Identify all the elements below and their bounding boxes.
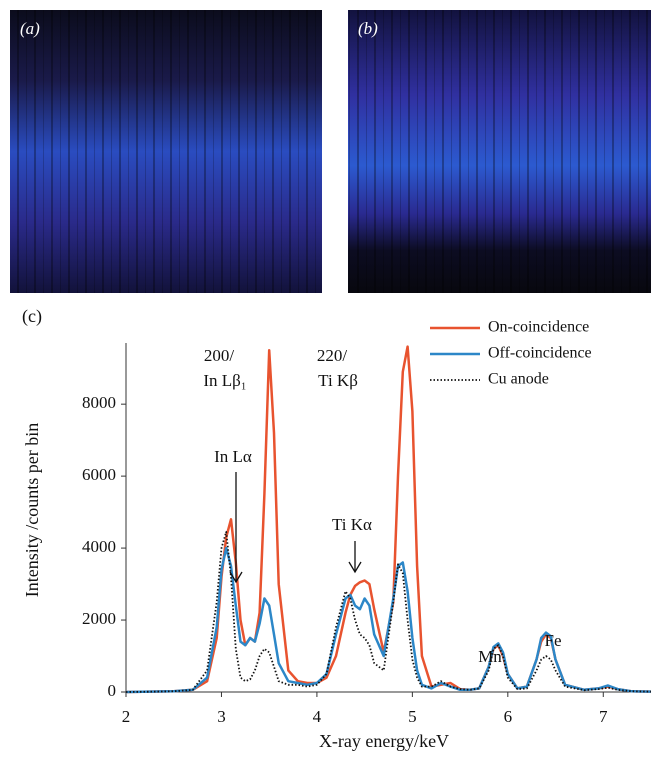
x-tick-label: 2 bbox=[122, 707, 131, 726]
y-tick-label: 8000 bbox=[82, 393, 116, 412]
x-axis-label: X-ray energy/keV bbox=[319, 731, 449, 751]
x-tick-label: 7 bbox=[599, 707, 608, 726]
annotation: 200/ bbox=[204, 346, 235, 365]
x-tick-label: 4 bbox=[313, 707, 322, 726]
y-tick-label: 6000 bbox=[82, 465, 116, 484]
arrow-head bbox=[229, 571, 243, 584]
panel-label: (c) bbox=[22, 306, 42, 327]
image-a-texture bbox=[10, 10, 322, 293]
series-line bbox=[125, 531, 652, 693]
panel-label: (b) bbox=[358, 19, 378, 38]
legend-label: Off-coincidence bbox=[488, 345, 592, 362]
arrow-head bbox=[348, 561, 362, 574]
y-tick-label: 4000 bbox=[82, 537, 116, 556]
y-tick-label: 2000 bbox=[82, 609, 116, 628]
annotation: Fe bbox=[545, 631, 562, 650]
panel-label: (a) bbox=[20, 19, 40, 38]
x-tick-label: 3 bbox=[217, 707, 226, 726]
x-tick-label: 5 bbox=[408, 707, 417, 726]
annotation: In Lβ₁ bbox=[203, 371, 246, 390]
y-axis-label: Intensity /counts per bin bbox=[22, 423, 42, 597]
annotation: Ti Kβ bbox=[318, 371, 358, 390]
image-b-texture bbox=[348, 10, 651, 293]
annotation: Ti Kα bbox=[332, 515, 372, 534]
annotation: In Lα bbox=[214, 447, 252, 466]
x-tick-label: 6 bbox=[504, 707, 513, 726]
series-line bbox=[125, 345, 652, 694]
legend-label: On-coincidence bbox=[488, 319, 589, 336]
y-tick-label: 0 bbox=[108, 681, 117, 700]
annotation: Mn bbox=[478, 647, 502, 666]
series-line bbox=[125, 546, 652, 694]
annotation: 220/ bbox=[317, 346, 348, 365]
legend-label: Cu anode bbox=[488, 371, 549, 388]
